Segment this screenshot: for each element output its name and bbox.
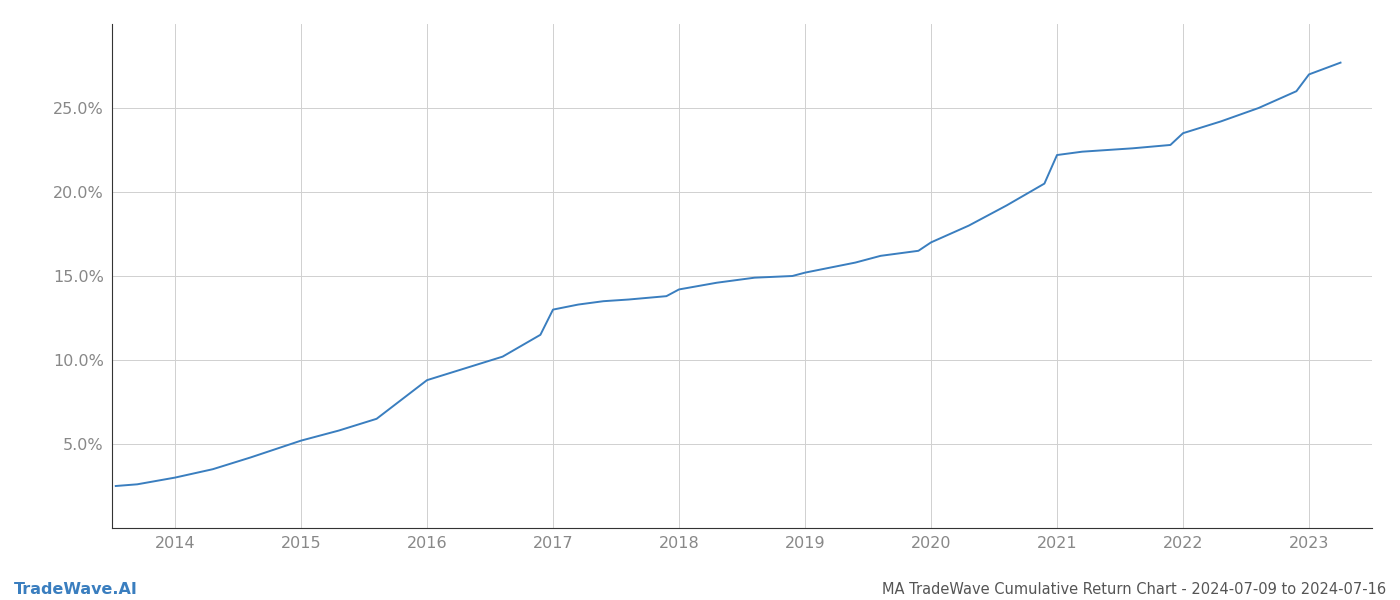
Text: TradeWave.AI: TradeWave.AI <box>14 582 137 597</box>
Text: MA TradeWave Cumulative Return Chart - 2024-07-09 to 2024-07-16: MA TradeWave Cumulative Return Chart - 2… <box>882 582 1386 597</box>
